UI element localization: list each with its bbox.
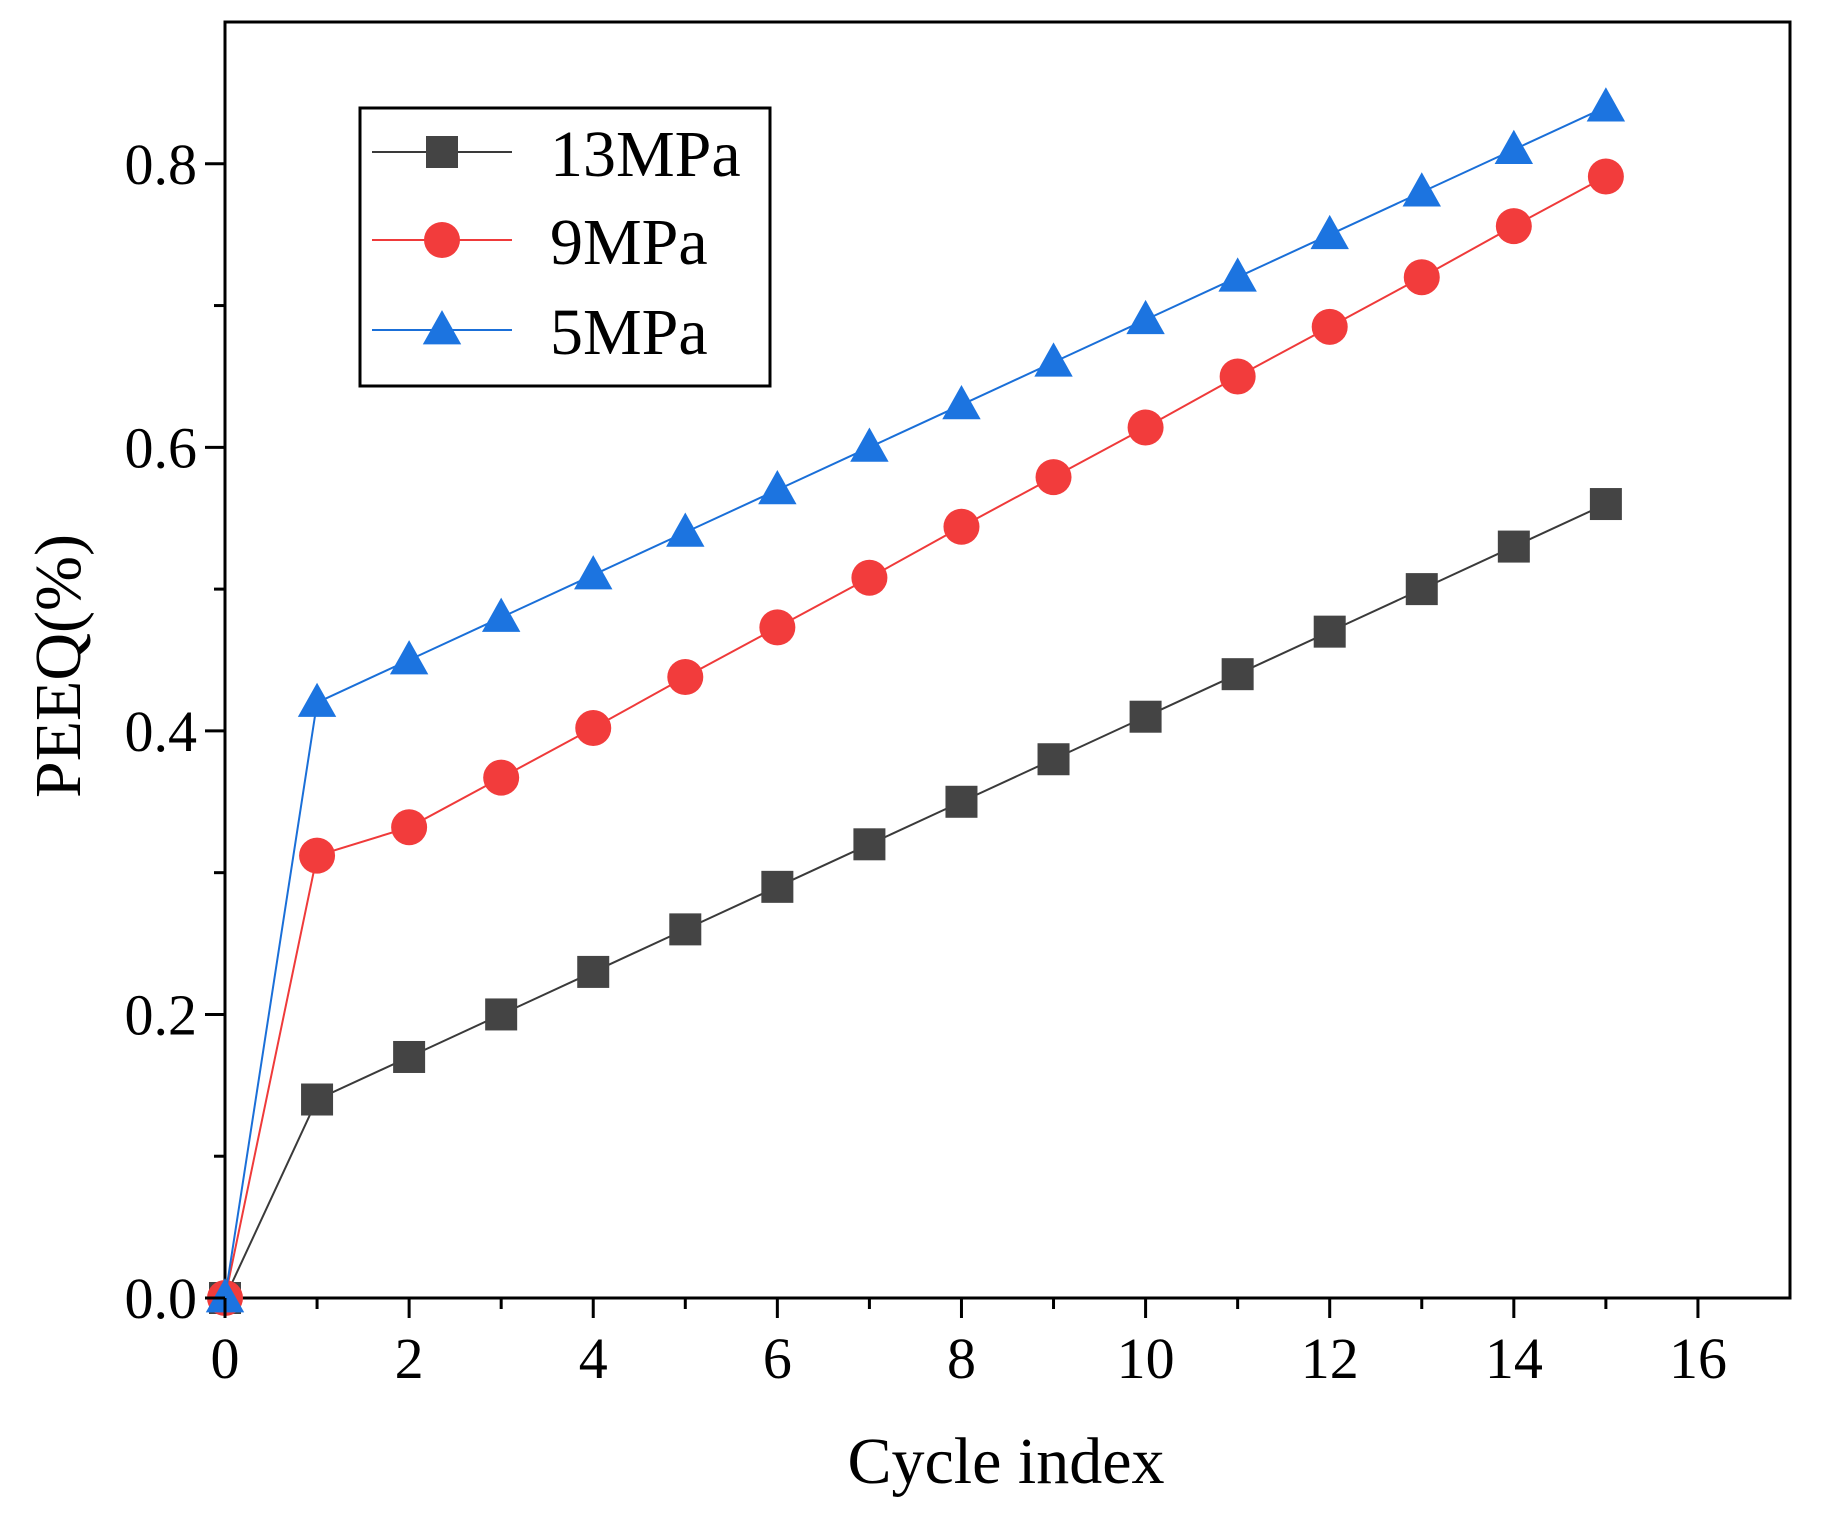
- x-tick-label: 16: [1669, 1326, 1727, 1391]
- x-tick-label: 8: [947, 1326, 976, 1391]
- data-point-5MPa: [481, 597, 521, 632]
- data-point-13MPa: [485, 998, 518, 1031]
- x-tick-label: 4: [579, 1326, 608, 1391]
- data-point-5MPa: [389, 640, 429, 675]
- y-tick-label: 0.2: [125, 982, 198, 1047]
- series-line-5MPa: [224, 106, 1607, 1299]
- data-point-9MPa: [1403, 259, 1440, 296]
- legend-label-13MPa: 13MPa: [550, 118, 741, 191]
- data-point-9MPa: [483, 759, 520, 796]
- series-13MPa: [209, 488, 1622, 1314]
- x-tick-label: 0: [211, 1326, 240, 1391]
- data-point-13MPa: [761, 870, 794, 903]
- data-point-9MPa: [391, 809, 428, 846]
- y-axis-title: PEEQ(%): [22, 534, 95, 798]
- series-5MPa: [205, 87, 1626, 1313]
- data-point-13MPa: [1037, 743, 1070, 776]
- data-point-9MPa: [1587, 158, 1624, 195]
- legend-marker-13MPa: [426, 136, 458, 168]
- data-point-9MPa: [1495, 208, 1532, 245]
- data-point-13MPa: [301, 1083, 334, 1116]
- data-point-9MPa: [1127, 409, 1164, 446]
- data-point-9MPa: [1219, 358, 1256, 395]
- data-point-5MPa: [942, 384, 981, 420]
- data-point-9MPa: [943, 508, 980, 545]
- data-point-9MPa: [851, 559, 888, 596]
- legend-label-9MPa: 9MPa: [550, 206, 708, 279]
- data-point-13MPa: [1129, 700, 1162, 733]
- data-point-5MPa: [1586, 87, 1626, 122]
- data-point-5MPa: [297, 682, 337, 717]
- data-point-5MPa: [1126, 299, 1165, 335]
- y-tick-label: 0.0: [125, 1266, 198, 1331]
- data-point-13MPa: [1497, 530, 1530, 563]
- data-point-5MPa: [1402, 172, 1441, 207]
- data-point-5MPa: [1494, 129, 1534, 164]
- data-point-13MPa: [393, 1040, 426, 1073]
- x-tick-label: 12: [1301, 1326, 1359, 1391]
- x-tick-label: 6: [763, 1326, 792, 1391]
- data-point-5MPa: [1310, 214, 1349, 250]
- series-layer: [205, 87, 1626, 1316]
- data-point-13MPa: [1221, 658, 1254, 691]
- data-point-5MPa: [850, 427, 889, 462]
- data-point-9MPa: [299, 837, 336, 874]
- data-point-13MPa: [1405, 573, 1438, 606]
- legend: 13MPa 9MPa 5MPa: [358, 106, 772, 388]
- legend-marker-5MPa: [422, 310, 462, 345]
- data-point-13MPa: [853, 828, 886, 861]
- data-point-9MPa: [759, 609, 796, 646]
- y-tick-label: 0.6: [125, 415, 198, 480]
- data-point-13MPa: [1589, 488, 1622, 521]
- series-line-9MPa: [224, 175, 1607, 1299]
- data-point-13MPa: [669, 913, 702, 946]
- x-axis-title: Cycle index: [847, 1425, 1164, 1498]
- data-point-13MPa: [1313, 615, 1346, 648]
- data-point-9MPa: [1035, 459, 1072, 496]
- data-point-9MPa: [667, 659, 704, 696]
- data-point-13MPa: [945, 785, 978, 818]
- y-tick-label: 0.4: [125, 699, 198, 764]
- axes-layer: 0 2 4 6 8 10 12 14 16 0.0 0.2 0.4 0.6 0.8: [125, 132, 1727, 1391]
- data-point-13MPa: [577, 955, 610, 988]
- data-point-5MPa: [758, 470, 797, 505]
- data-point-9MPa: [1311, 308, 1348, 345]
- y-tick-label: 0.8: [125, 132, 198, 197]
- x-tick-label: 10: [1117, 1326, 1175, 1391]
- data-point-9MPa: [575, 710, 612, 747]
- data-point-5MPa: [1218, 257, 1257, 292]
- x-tick-label: 2: [395, 1326, 424, 1391]
- series-line-13MPa: [224, 503, 1607, 1299]
- data-point-5MPa: [574, 555, 613, 590]
- series-9MPa: [207, 158, 1624, 1316]
- data-point-5MPa: [1034, 342, 1073, 377]
- x-tick-label: 14: [1485, 1326, 1543, 1391]
- legend-marker-9MPa: [424, 222, 460, 258]
- legend-label-5MPa: 5MPa: [550, 296, 708, 369]
- data-point-5MPa: [666, 512, 705, 547]
- data-point-5MPa: [205, 1278, 245, 1313]
